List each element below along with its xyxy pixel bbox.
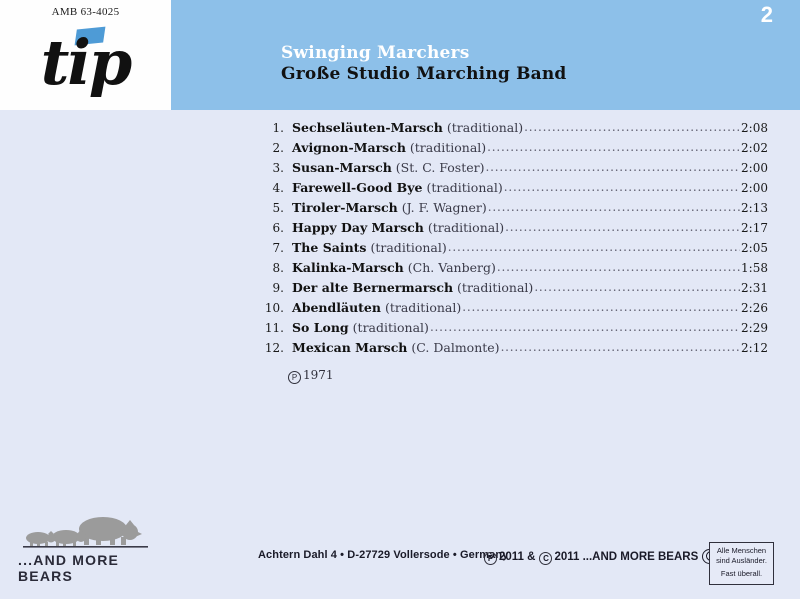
and-more-bears-logo: ...AND MORE BEARS <box>18 512 173 584</box>
track-credit: (traditional) <box>384 300 462 315</box>
track-number: 12. <box>264 341 284 355</box>
track-title: Avignon-Marsch <box>292 140 406 155</box>
dot-leader: ........................................… <box>503 180 740 194</box>
track-credit: (traditional) <box>426 180 503 195</box>
track-duration: 2:13 <box>741 201 768 215</box>
album-title: Swinging Marchers <box>281 43 470 63</box>
track-title: Mexican Marsch <box>292 340 408 355</box>
track-number: 9. <box>272 281 284 295</box>
track-row: 2. Avignon-Marsch (traditional)...........… <box>258 140 768 160</box>
track-number: 5. <box>272 201 284 215</box>
track-row: 5. Tiroler-Marsch (J. F. Wagner)..........… <box>258 200 768 220</box>
track-title: Der alte Bernermarsch <box>292 280 454 295</box>
phonogram-year: 1971 <box>303 368 334 382</box>
tip-wordmark: tip <box>40 26 133 99</box>
dot-leader: ........................................… <box>462 300 741 314</box>
track-duration: 2:12 <box>741 341 768 355</box>
slogan-line-2: sind Ausländer. <box>716 555 767 565</box>
track-duration: 2:31 <box>741 281 768 295</box>
dot-leader: ........................................… <box>447 240 741 254</box>
track-credit: (C. Dalmonte) <box>411 340 500 355</box>
track-number: 10. <box>264 301 284 315</box>
track-duration: 2:26 <box>741 301 768 315</box>
track-number: 6. <box>272 221 284 235</box>
track-row: 6. Happy Day Marsch (traditional).........… <box>258 220 768 240</box>
track-credit: (Ch. Vanberg) <box>407 260 496 275</box>
track-duration: 2:08 <box>741 121 768 135</box>
dot-leader: ........................................… <box>487 200 740 214</box>
company-address: Achtern Dahl 4 • D-27729 Vollersode • Ge… <box>258 549 509 561</box>
bears-caption: ...AND MORE BEARS <box>18 552 120 584</box>
copyright-icon: C <box>539 552 553 565</box>
dot-leader: ........................................… <box>496 260 740 274</box>
dot-leader: ........................................… <box>524 120 741 134</box>
album-title-block: Swinging Marchers Große Studio Marching … <box>281 43 567 85</box>
track-row: 12. Mexican Marsch (C. Dalmonte)..........… <box>258 340 768 360</box>
track-duration: 2:00 <box>741 181 768 195</box>
track-row: 8. Kalinka-Marsch (Ch. Vanberg)...........… <box>258 260 768 280</box>
track-title: So Long <box>292 320 349 335</box>
track-number: 1. <box>272 121 284 135</box>
track-credit: (traditional) <box>457 280 534 295</box>
dot-leader: ........................................… <box>485 160 740 174</box>
track-row: 1. Sechseläuten-Marsch (traditional)......… <box>258 120 768 140</box>
dot-leader: ........................................… <box>534 280 740 294</box>
rights-prefix: 2011 & <box>499 551 536 563</box>
track-credit: (traditional) <box>446 120 524 135</box>
phonogram-icon-footer: P <box>484 552 497 565</box>
label-logo-panel: AMB 63-4025 tip <box>0 0 171 110</box>
dot-leader: ........................................… <box>487 140 740 154</box>
track-row: 4. Farewell-Good Bye (traditional)........… <box>258 180 768 200</box>
track-duration: 2:17 <box>741 221 768 235</box>
track-title: Tiroler-Marsch <box>292 200 398 215</box>
phonogram-icon: P <box>288 371 301 384</box>
track-title: Sechseläuten-Marsch <box>292 120 443 135</box>
rights-suffix: 2011 ...AND MORE BEARS <box>554 551 699 563</box>
slogan-line-1: Alle Menschen <box>716 546 767 555</box>
catalog-number: AMB 63-4025 <box>51 6 120 18</box>
track-number: 11. <box>264 321 284 335</box>
track-title: Abendläuten <box>292 300 381 315</box>
slogan-line-3: Fast überall. <box>720 569 763 578</box>
track-number: 7. <box>272 241 284 255</box>
track-list: 1. Sechseläuten-Marsch (traditional)......… <box>258 120 768 360</box>
track-number: 8. <box>272 261 284 275</box>
track-title: Happy Day Marsch <box>292 220 424 235</box>
bears-illustration-icon <box>23 517 148 548</box>
track-row: 7. The Saints (traditional)...............… <box>258 240 768 260</box>
track-row: 11. So Long (traditional).................… <box>258 320 768 340</box>
track-credit: (traditional) <box>427 220 505 235</box>
track-credit: (St. C. Foster) <box>395 160 485 175</box>
track-number: 2. <box>272 141 284 155</box>
slogan-box: Alle Menschen sind Ausländer. Fast übera… <box>709 542 774 585</box>
track-number: 3. <box>272 161 284 175</box>
track-title: The Saints <box>292 240 367 255</box>
dot-leader: ........................................… <box>500 340 741 354</box>
track-row: 3. Susan-Marsch (St. C. Foster)...........… <box>258 160 768 180</box>
track-title: Susan-Marsch <box>292 160 392 175</box>
track-duration: 2:00 <box>741 161 768 175</box>
track-credit: (J. F. Wagner) <box>401 200 487 215</box>
phonogram-year-line: P 1971 <box>288 368 334 384</box>
track-duration: 2:02 <box>741 141 768 155</box>
track-credit: (traditional) <box>370 240 447 255</box>
dot-leader: ........................................… <box>505 220 741 234</box>
track-number: 4. <box>272 181 284 195</box>
track-credit: (traditional) <box>409 140 487 155</box>
track-duration: 1:58 <box>741 261 768 275</box>
album-artist: Große Studio Marching Band <box>281 64 567 84</box>
track-title: Farewell-Good Bye <box>292 180 423 195</box>
track-duration: 2:05 <box>741 241 768 255</box>
page-number: 2 <box>760 2 773 27</box>
tip-logo: tip <box>0 24 171 102</box>
track-duration: 2:29 <box>741 321 768 335</box>
track-row: 10. Abendläuten (traditional).............… <box>258 300 768 320</box>
dot-leader: ........................................… <box>429 320 740 334</box>
track-row: 9. Der alte Bernermarsch (traditional)....… <box>258 280 768 300</box>
track-title: Kalinka-Marsch <box>292 260 404 275</box>
track-credit: (traditional) <box>352 320 429 335</box>
